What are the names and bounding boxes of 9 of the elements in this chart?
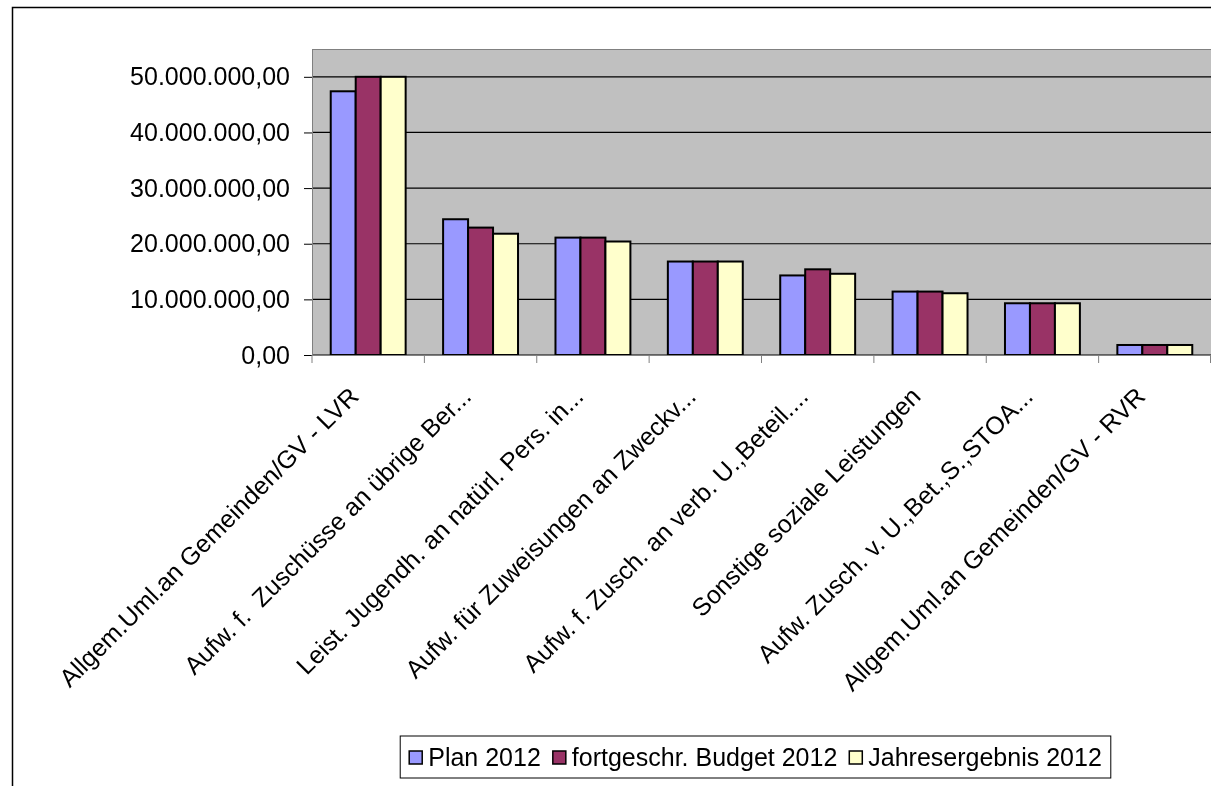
- y-tick-label: 40.000.000,00: [130, 117, 290, 146]
- legend-label: Jahresergebnis 2012: [868, 742, 1102, 771]
- y-tick-label: 30.000.000,00: [130, 173, 290, 202]
- y-tick-label: 20.000.000,00: [130, 229, 290, 258]
- legend-label: Plan 2012: [428, 742, 541, 771]
- y-tick-label: 10.000.000,00: [130, 284, 290, 313]
- y-tick-label: 50.000.000,00: [130, 62, 290, 91]
- y-tick-label: 0,00: [241, 340, 290, 369]
- legend-label: fortgeschr. Budget 2012: [571, 742, 838, 771]
